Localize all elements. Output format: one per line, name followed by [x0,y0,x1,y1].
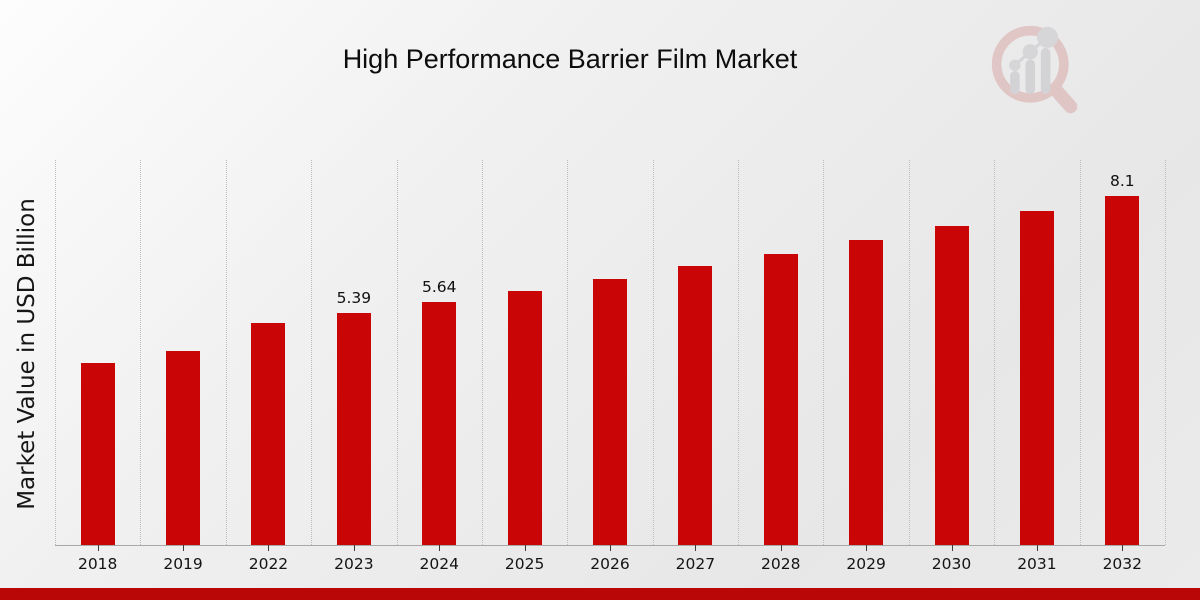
bar-2026 [593,279,627,545]
gridline [140,160,142,545]
logo-bar-large [1040,47,1051,94]
gridline [1079,160,1081,545]
x-axis-tick [695,545,697,551]
gridline [481,160,483,545]
bar-value-label-2032: 8.1 [1109,172,1135,190]
gridline [994,160,996,545]
logo-bar-medium [1025,59,1036,94]
x-tick-label-2019: 2019 [163,555,203,573]
trend-dot-medium [1022,44,1038,60]
x-axis-tick [183,545,185,551]
trend-dot-small [1009,59,1021,71]
bar-2028 [763,254,798,545]
x-tick-label-2025: 2025 [504,555,545,573]
x-tick-label-2029: 2029 [846,555,886,573]
bar-2018 [80,363,115,545]
bar-value-label-2024: 5.64 [421,278,457,296]
x-tick-label-2030: 2030 [931,555,972,573]
gridline [225,160,227,545]
magnifier-icon [991,25,1078,114]
x-axis-tick [268,545,270,551]
logo-bar-small [1010,70,1020,94]
gridline [396,160,398,545]
bar-2030 [934,226,969,545]
trend-bars-icon [1010,47,1051,94]
bar-2032 [1105,196,1140,545]
x-tick-label-2018: 2018 [77,555,118,573]
gridline [823,160,825,545]
bar-2029 [849,240,884,545]
x-axis-tick [97,545,99,551]
magnifier-handle [1048,82,1078,114]
x-axis-tick [951,545,953,551]
bar-value-label-2023: 5.39 [336,289,372,307]
x-tick-label-2023: 2023 [334,555,374,573]
trend-dot-large [1036,26,1059,48]
x-tick-label-2026: 2026 [590,555,630,573]
bar-2031 [1019,211,1054,545]
trend-dots-icon [1009,26,1059,71]
bar-2027 [678,266,713,545]
gridline [908,160,910,545]
x-axis-tick [780,545,782,551]
x-axis-tick [353,545,355,551]
bottom-red-ribbon [0,588,1200,600]
bar-2019 [166,351,201,545]
gridline [567,160,569,545]
bar-2022 [251,323,286,545]
x-tick-label-2027: 2027 [675,555,716,573]
x-tick-label-2028: 2028 [761,555,801,573]
x-tick-label-2032: 2032 [1102,555,1143,573]
x-tick-label-2024: 2024 [419,555,459,573]
bar-2025 [507,291,542,545]
bar-2023 [336,313,371,545]
gridline [311,160,313,545]
x-tick-label-2031: 2031 [1017,555,1057,573]
chart-title: High Performance Barrier Film Market [342,44,798,74]
gridline [1165,160,1166,545]
x-axis-tick [1036,545,1038,551]
x-axis-tick [866,545,868,551]
gridline [652,160,654,545]
x-axis-tick [1122,545,1124,551]
x-tick-label-2022: 2022 [248,555,289,573]
x-axis-tick [524,545,526,551]
magnifier-ring [991,25,1069,103]
x-axis-tick [610,545,611,551]
bar-2024 [422,302,457,545]
plot-area: 2018 2019 2022 5.39 2023 5.64 2024 2025 2026 2027… [55,160,1166,573]
market-research-magnifier-logo [991,25,1078,114]
gridline [55,160,56,545]
x-axis-tick [439,545,441,551]
gridline [738,160,740,545]
y-axis-label: Market Value in USD Billion [14,198,40,510]
